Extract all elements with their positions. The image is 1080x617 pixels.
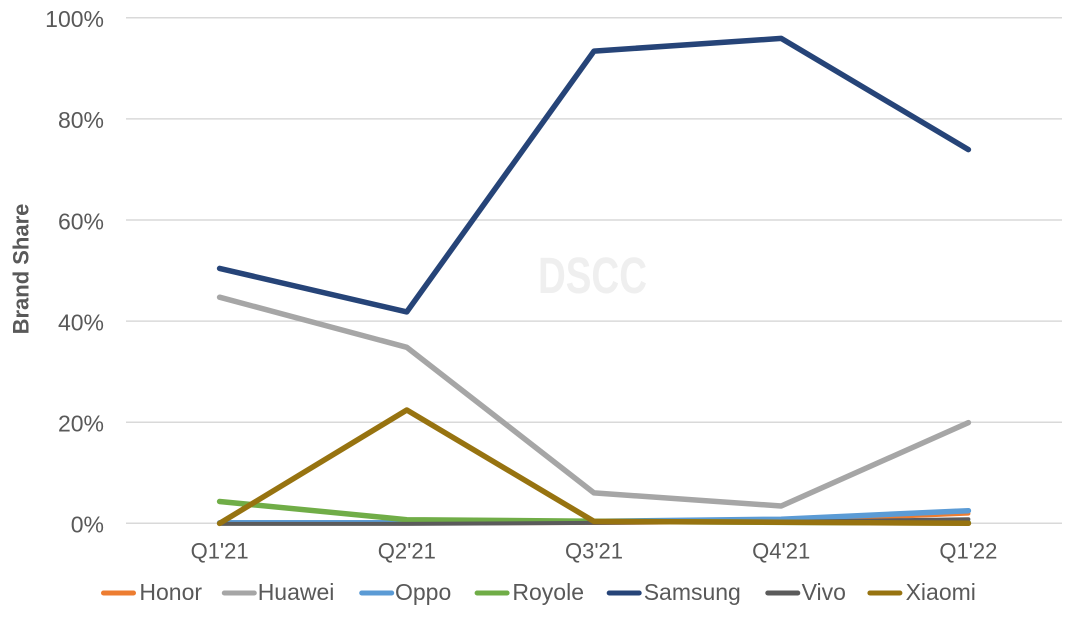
svg-text:Oppo: Oppo	[395, 579, 451, 605]
svg-text:Q2'21: Q2'21	[378, 539, 436, 564]
svg-text:Q4'21: Q4'21	[752, 539, 810, 564]
svg-text:0%: 0%	[71, 512, 104, 538]
svg-text:100%: 100%	[45, 6, 104, 32]
svg-text:Samsung: Samsung	[644, 579, 741, 605]
svg-text:DSCC: DSCC	[538, 247, 647, 304]
svg-text:Huawei: Huawei	[258, 579, 335, 605]
svg-text:Royole: Royole	[512, 579, 584, 605]
svg-text:Brand Share: Brand Share	[9, 204, 34, 335]
svg-text:Q1'21: Q1'21	[191, 539, 249, 564]
svg-text:Honor: Honor	[139, 579, 202, 605]
svg-text:Xiaomi: Xiaomi	[906, 579, 976, 605]
svg-text:20%: 20%	[58, 411, 104, 437]
svg-text:Q1'22: Q1'22	[939, 539, 997, 564]
svg-text:60%: 60%	[58, 208, 104, 234]
svg-text:80%: 80%	[58, 107, 104, 133]
svg-text:40%: 40%	[58, 309, 104, 335]
svg-text:Q3'21: Q3'21	[565, 539, 623, 564]
svg-text:Vivo: Vivo	[802, 579, 846, 605]
